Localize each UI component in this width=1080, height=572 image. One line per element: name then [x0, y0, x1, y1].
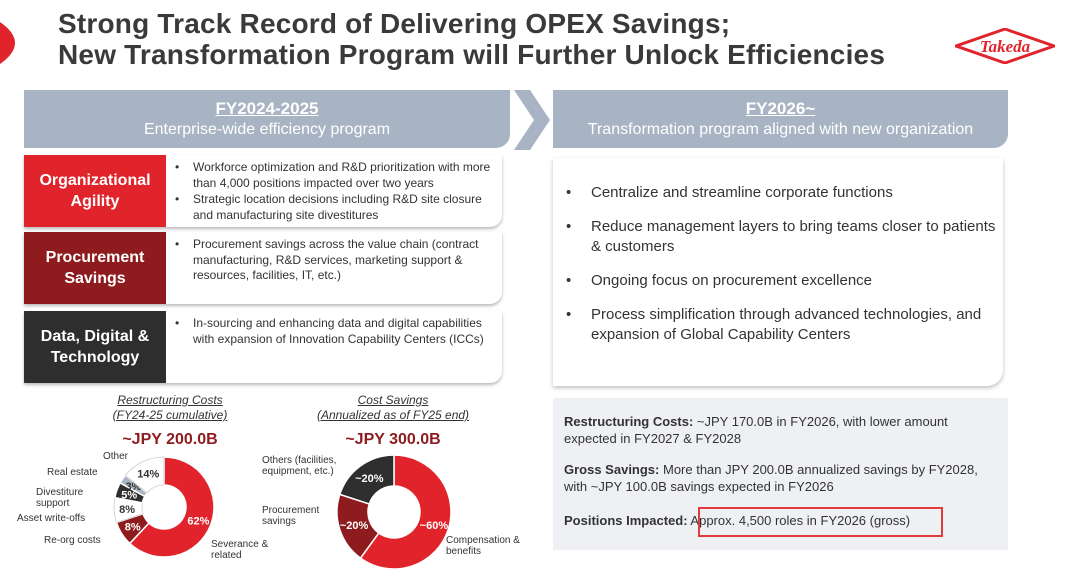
page-title-line1: Strong Track Record of Delivering OPEX S… — [58, 8, 731, 39]
bullet: Strategic location decisions including R… — [175, 192, 499, 223]
gross-savings-label: Gross Savings: — [564, 462, 660, 477]
donut-slice — [359, 454, 452, 570]
fy2026-header: FY2026~ Transformation program aligned w… — [553, 90, 1008, 148]
donut-slice-label: ~20% — [355, 473, 384, 485]
restructuring-costs-chart-subtitle: (FY24-25 cumulative) — [112, 408, 228, 422]
bullet: Process simplification through advanced … — [566, 305, 1001, 345]
restructuring-costs-chart-title: Restructuring Costs — [117, 393, 223, 407]
fy2026-subtitle: Transformation program aligned with new … — [587, 121, 974, 138]
restructuring-costs-total: ~JPY 200.0B — [122, 431, 218, 448]
takeda-logo: Takeda — [955, 28, 1055, 64]
page-title: Strong Track Record of Delivering OPEX S… — [58, 8, 885, 70]
legend-re-org-costs: Re-org costs — [44, 535, 101, 546]
bullet: Workforce optimization and R&D prioritiz… — [175, 160, 499, 191]
donut-slice-label: ~20% — [340, 520, 369, 532]
pillar-bullets: Procurement savings across the value cha… — [175, 237, 499, 285]
donut-slice-label: 14% — [137, 468, 159, 480]
pillar-organizational-agility: Organizational Agility Workforce optimiz… — [24, 155, 502, 227]
restructuring-costs-label: Restructuring Costs: — [564, 414, 694, 429]
positions-impacted-text: Approx. 4,500 roles in FY2026 (gross) — [687, 513, 911, 528]
donut-slice — [338, 454, 395, 505]
pillar-bullets: Workforce optimization and R&D prioritiz… — [175, 160, 499, 224]
restructuring-costs-text: ~JPY 170.0B in FY2026, with lower amount… — [564, 414, 948, 446]
cost-savings-chart-caption: Cost Savings (Annualized as of FY25 end) — [298, 393, 488, 423]
page-title-line2: New Transformation Program will Further … — [58, 39, 886, 70]
pillar-label: Procurement Savings — [24, 232, 166, 304]
pillar-procurement-savings: Procurement Savings Procurement savings … — [24, 232, 502, 304]
positions-impacted-summary: Positions Impacted: Approx. 4,500 roles … — [564, 512, 1004, 529]
legend-compensation: Compensation & benefits — [446, 535, 520, 557]
legend-other: Other — [103, 451, 129, 462]
positions-impacted-label: Positions Impacted: — [564, 513, 688, 528]
donut-slice-label: 8% — [125, 522, 141, 534]
legend-real-estate: Real estate — [47, 467, 98, 478]
donut-slice-label: 5% — [121, 489, 137, 501]
arrow-right-icon — [514, 90, 550, 150]
cost-savings-donut: ~60% ~20% ~20% — [336, 454, 452, 570]
bullet: Procurement savings across the value cha… — [175, 237, 499, 284]
pillar-data-digital-technology: Data, Digital & Technology In-sourcing a… — [24, 311, 502, 383]
restructuring-costs-donut: 62%8%8%5%3%14% — [113, 456, 215, 558]
cost-savings-chart-subtitle: (Annualized as of FY25 end) — [316, 408, 470, 422]
gross-savings-text: More than JPY 200.0B annualized savings … — [564, 462, 978, 494]
pillar-bullets: In-sourcing and enhancing data and digit… — [175, 316, 499, 348]
restructuring-costs-summary: Restructuring Costs: ~JPY 170.0B in FY20… — [564, 413, 1004, 447]
donut-slice-label: ~60% — [420, 520, 449, 532]
bullet: Reduce management layers to bring teams … — [566, 217, 1001, 257]
svg-text:Takeda: Takeda — [980, 37, 1031, 56]
legend-divestiture-support: Divestiture support — [36, 487, 84, 509]
fy2024-2025-period: FY2024-2025 — [215, 99, 319, 118]
fy2026-period: FY2026~ — [745, 99, 816, 118]
cost-savings-chart-title: Cost Savings — [357, 393, 429, 407]
title-accent-mark — [0, 22, 15, 64]
fy2024-2025-subtitle: Enterprise-wide efficiency program — [143, 121, 391, 138]
bullet: Centralize and streamline corporate func… — [566, 183, 1001, 203]
gross-savings-summary: Gross Savings: More than JPY 200.0B annu… — [564, 461, 1004, 495]
transformation-bullets: Centralize and streamline corporate func… — [566, 183, 1001, 359]
pillar-label: Data, Digital & Technology — [24, 311, 166, 383]
legend-procurement: Procurement savings — [262, 505, 320, 527]
donut-slice-label: 8% — [119, 504, 135, 516]
legend-others: Others (facilities, equipment, etc.) — [262, 455, 337, 477]
legend-severance: Severance & related — [211, 539, 269, 561]
transformation-box: Centralize and streamline corporate func… — [553, 158, 1003, 386]
pillar-label: Organizational Agility — [24, 155, 166, 227]
donut-slice — [128, 456, 215, 558]
donut-slice-outline — [124, 456, 165, 494]
restructuring-costs-chart-caption: Restructuring Costs (FY24-25 cumulative) — [80, 393, 260, 423]
fy2024-2025-header: FY2024-2025 Enterprise-wide efficiency p… — [24, 90, 510, 148]
donut-slice-label: 62% — [187, 515, 209, 527]
cost-savings-total: ~JPY 300.0B — [345, 431, 441, 448]
fy2026-summary: Restructuring Costs: ~JPY 170.0B in FY20… — [553, 398, 1008, 550]
legend-asset-write-offs: Asset write-offs — [17, 513, 86, 524]
positions-highlight-box — [698, 507, 943, 537]
bullet: In-sourcing and enhancing data and digit… — [175, 316, 499, 347]
bullet: Ongoing focus on procurement excellence — [566, 271, 1001, 291]
